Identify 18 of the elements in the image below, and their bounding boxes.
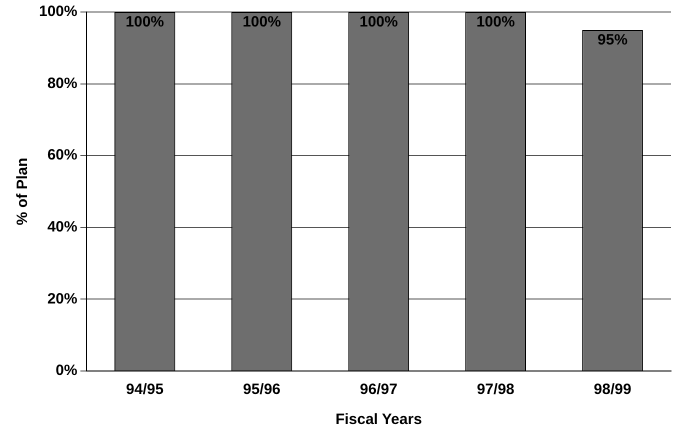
data-label: 100% [476,14,515,31]
y-tick-label: 60% [47,146,78,164]
y-tick-label: 20% [47,290,78,308]
x-tick-label: 97/98 [476,381,514,398]
data-label: 100% [126,14,164,31]
data-label: 100% [359,14,398,31]
y-tick-label: 80% [47,74,78,92]
x-tick-label: 98/99 [594,381,632,398]
y-tick-label: 40% [47,218,78,236]
x-tick-label: 96/97 [360,381,398,398]
y-axis-title: % of Plan [14,158,32,226]
y-tick-label: 0% [56,362,78,380]
data-label: 100% [242,14,281,31]
x-axis-title: Fiscal Years [335,411,422,428]
x-tick-label: 94/95 [126,381,164,398]
y-tick-label: 100% [38,3,78,20]
data-label: 95% [598,32,628,49]
x-tick-label: 95/96 [242,381,281,398]
